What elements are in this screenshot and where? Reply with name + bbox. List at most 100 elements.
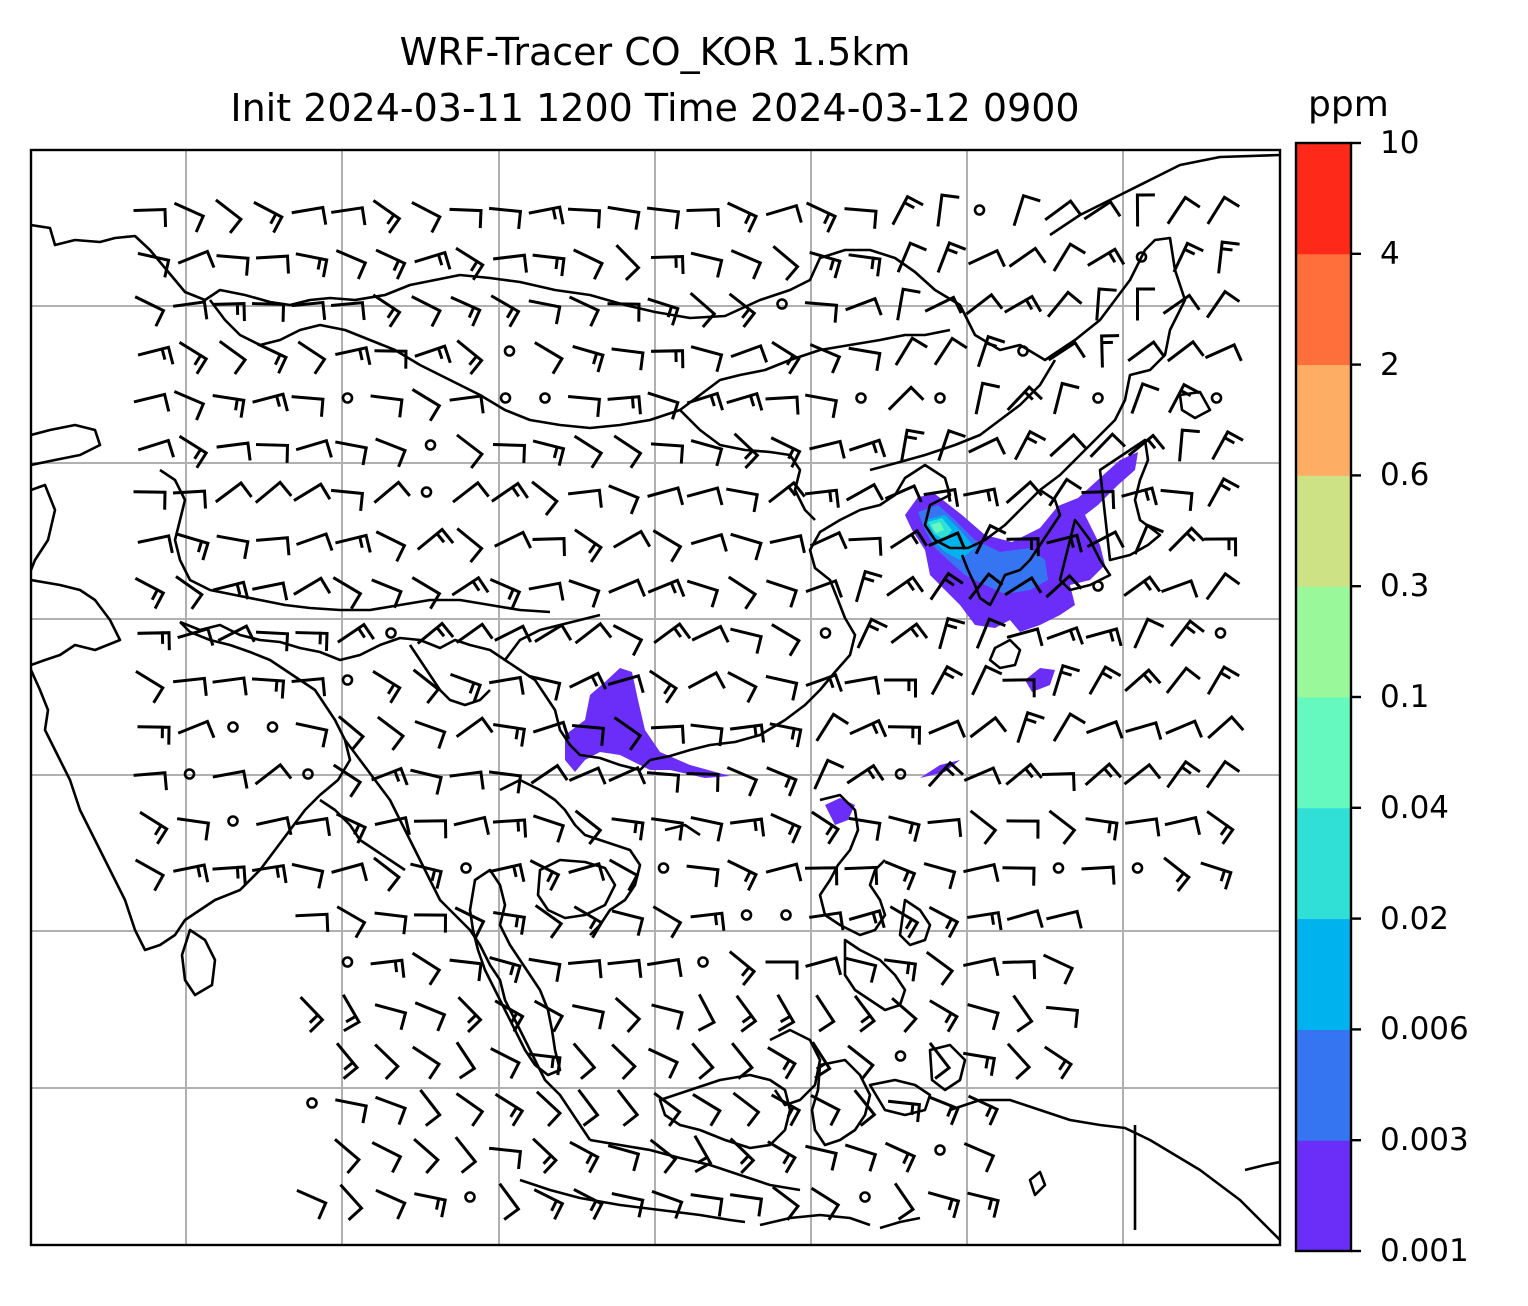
- wind-barb: [726, 859, 759, 892]
- wind-barb: [653, 622, 692, 644]
- wind-barb: [212, 676, 248, 696]
- wind-barb: [494, 999, 525, 1033]
- wind-barb: [456, 339, 484, 376]
- wind-barb: [809, 530, 848, 550]
- wind-barb: [1130, 381, 1160, 415]
- wind-barb: [492, 442, 527, 464]
- calm-wind-marker: [934, 1144, 946, 1156]
- wind-barb: [339, 1183, 364, 1222]
- calm-wind-marker: [424, 439, 437, 451]
- wind-barb: [135, 670, 165, 704]
- wind-barb: [374, 911, 408, 935]
- wind-barb: [900, 428, 925, 462]
- wind-barb: [254, 762, 293, 786]
- wind-barb: [1041, 771, 1076, 792]
- wind-barb: [735, 994, 758, 1033]
- wind-barb: [450, 295, 482, 327]
- wind-barb: [374, 1043, 400, 1081]
- wind-barb: [489, 578, 522, 609]
- wind-barb: [805, 1144, 838, 1171]
- wind-barb: [1160, 488, 1194, 512]
- wind-barb: [927, 817, 963, 838]
- wind-barb: [845, 296, 883, 316]
- wind-barb: [928, 531, 967, 550]
- wind-barb: [848, 346, 882, 372]
- calm-wind-marker: [227, 721, 239, 733]
- wind-barb: [769, 722, 803, 748]
- wind-barb: [1052, 712, 1086, 742]
- wind-barb: [1046, 625, 1084, 645]
- calm-wind-marker: [341, 392, 354, 404]
- wind-barb: [809, 343, 842, 374]
- wind-barb: [766, 766, 798, 797]
- wind-barb: [577, 1088, 600, 1127]
- wind-barb: [772, 245, 800, 282]
- wind-barb: [137, 438, 175, 458]
- colorbar-tick-label: 0.003: [1380, 1122, 1469, 1159]
- wind-barb: [813, 758, 845, 790]
- wind-barb: [494, 1092, 525, 1127]
- wind-barbs: [133, 193, 1245, 1222]
- wind-barb: [607, 674, 645, 694]
- wind-barb: [894, 336, 928, 366]
- calm-wind-marker: [460, 862, 472, 874]
- wind-barb: [530, 763, 569, 785]
- wind-barb: [690, 532, 728, 552]
- wind-barb: [884, 860, 917, 891]
- wind-barb: [886, 575, 925, 597]
- colorbar-segment: [1296, 586, 1351, 698]
- wind-barb: [372, 199, 402, 234]
- wind-barb: [815, 712, 850, 742]
- wind-barb: [1205, 289, 1241, 319]
- wind-barb: [449, 672, 483, 703]
- wind-barb: [333, 1138, 362, 1175]
- wind-barb: [413, 913, 448, 933]
- wind-barb: [1081, 865, 1116, 885]
- plume-sw-china: [565, 668, 730, 778]
- wind-barb: [810, 810, 841, 845]
- wind-barb: [341, 993, 362, 1033]
- calm-wind-marker: [341, 674, 354, 686]
- wind-barb: [1136, 287, 1155, 321]
- wind-barb: [488, 206, 523, 230]
- wind-barb: [804, 488, 840, 508]
- wind-barb: [936, 241, 967, 273]
- wind-barb: [488, 675, 525, 695]
- wind-barb: [1124, 817, 1161, 837]
- wind-barb: [727, 671, 758, 704]
- wind-barb: [572, 1042, 597, 1080]
- wind-barb: [370, 394, 404, 418]
- wind-barb: [419, 1088, 442, 1127]
- wind-barb: [293, 576, 332, 596]
- wind-barb: [849, 718, 888, 738]
- wind-barb: [1100, 334, 1120, 368]
- wind-barb: [805, 673, 843, 693]
- calm-wind-marker: [539, 392, 551, 404]
- wind-barb: [178, 434, 209, 469]
- calm-wind-marker: [894, 768, 907, 780]
- wind-barb: [690, 345, 724, 373]
- wind-barb: [375, 1188, 407, 1220]
- wind-barb: [653, 1092, 682, 1127]
- wind-barb: [335, 346, 372, 366]
- wind-barb: [844, 1143, 878, 1172]
- wind-barb: [729, 817, 766, 837]
- wind-barb: [612, 624, 644, 657]
- wind-barb: [928, 1041, 952, 1080]
- wind-barb: [251, 302, 286, 322]
- wind-barb: [848, 438, 887, 458]
- wind-barb: [925, 951, 955, 986]
- wind-barb: [212, 865, 247, 885]
- wind-barb: [173, 863, 210, 883]
- wind-barb: [372, 293, 402, 328]
- wind-barb: [413, 819, 448, 839]
- wind-barb: [1086, 529, 1125, 549]
- wind-barb: [1044, 199, 1083, 221]
- wind-barb: [456, 527, 484, 564]
- wind-barb: [252, 581, 289, 601]
- wind-barb: [528, 1052, 562, 1076]
- wind-barb: [607, 205, 641, 230]
- wind-barb: [133, 490, 167, 510]
- calm-wind-marker: [227, 815, 239, 827]
